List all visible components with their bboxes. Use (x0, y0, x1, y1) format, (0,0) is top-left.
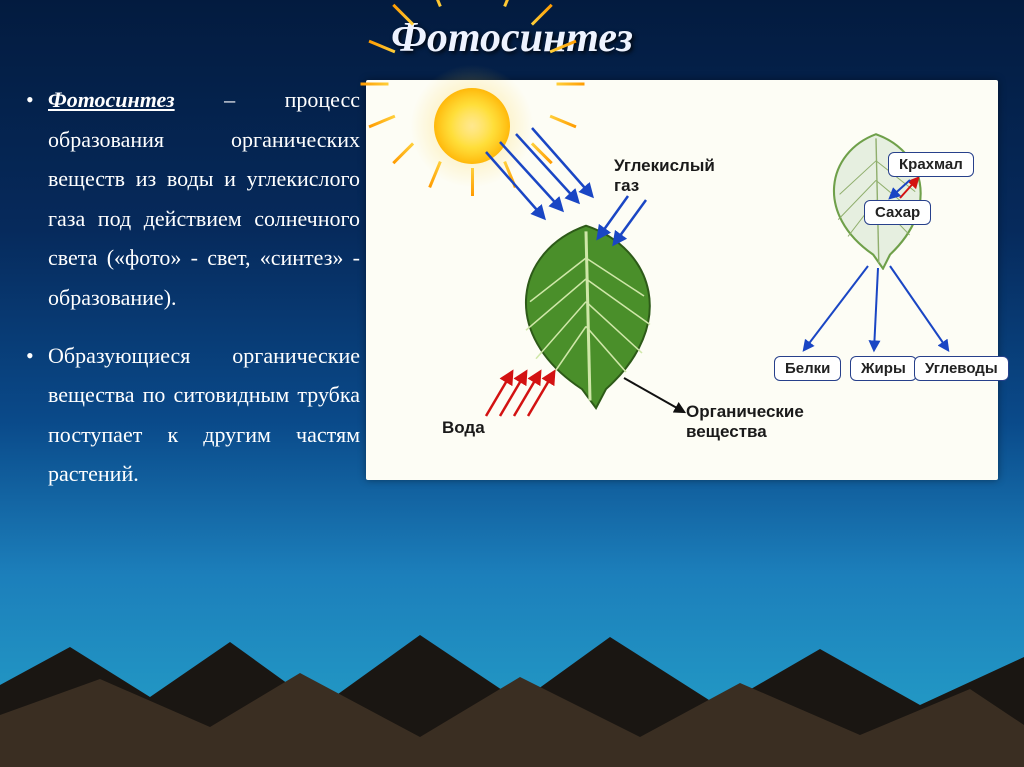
diagram-panel: Углекислыйгаз Вода Органическиевещества … (366, 80, 998, 480)
label-organic: Органическиевещества (686, 402, 804, 442)
bullet-2-text: Образующиеся органические вещества по си… (48, 343, 360, 487)
box-fats: Жиры (850, 356, 917, 381)
label-co2: Углекислыйгаз (614, 156, 715, 196)
sun-icon (434, 88, 510, 164)
term-photosynthesis: Фотосинтез (48, 87, 175, 112)
box-sugar: Сахар (864, 200, 931, 225)
leaf-main (486, 220, 686, 410)
box-starch: Крахмал (888, 152, 974, 177)
label-water: Вода (442, 418, 485, 438)
bullet-1-text: – процесс образования органических вещес… (48, 87, 360, 310)
mountains-silhouette (0, 587, 1024, 767)
box-proteins: Белки (774, 356, 841, 381)
bullet-2: Образующиеся органические вещества по си… (26, 336, 360, 494)
text-panel: Фотосинтез – процесс образования органич… (26, 80, 366, 512)
box-carbs: Углеводы (914, 356, 1009, 381)
content-area: Фотосинтез – процесс образования органич… (0, 62, 1024, 512)
bullet-1: Фотосинтез – процесс образования органич… (26, 80, 360, 318)
slide-title: Фотосинтез (0, 0, 1024, 62)
